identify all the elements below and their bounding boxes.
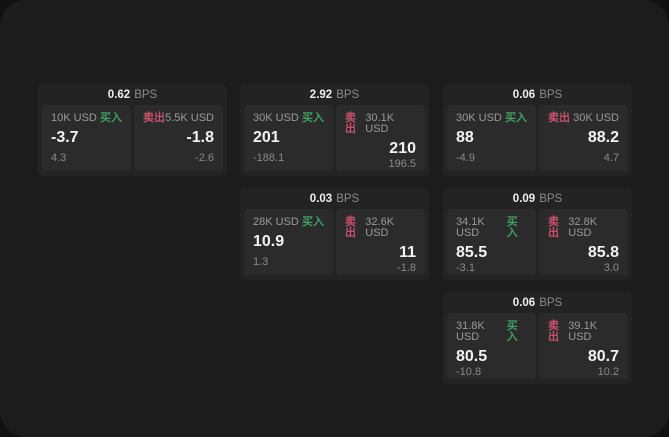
sell-size: 32.8K USD	[568, 216, 598, 239]
bps-value: 0.62	[107, 88, 131, 101]
sell-price: 11	[399, 244, 416, 261]
buy-price: 201	[253, 129, 280, 146]
sell-label: 卖出	[548, 320, 559, 343]
buy-label: 买入	[506, 216, 518, 239]
sell-size: 39.1K USD	[568, 320, 598, 343]
buy-price: 10.9	[253, 233, 285, 250]
buy-sub-value: 1.3	[253, 256, 269, 268]
bps-unit-label: BPS	[539, 88, 563, 101]
buy-tile[interactable]: 30K USD 买入 88 -4.9	[447, 105, 536, 171]
sell-price: 80.7	[587, 348, 619, 365]
buy-label: 买入	[505, 112, 527, 124]
card-header: 0.06 BPS	[443, 84, 632, 105]
card-header: 2.92 BPS	[240, 84, 429, 105]
sell-size: 5.5K USD	[165, 112, 214, 124]
sell-tile[interactable]: 卖出 32.6K USD 11 -1.8	[336, 209, 425, 275]
sell-price: -1.8	[186, 129, 214, 146]
buy-sub-value: -4.9	[456, 152, 475, 164]
sell-tile[interactable]: 卖出 5.5K USD -1.8 -2.6	[134, 105, 223, 171]
bps-unit-label: BPS	[336, 192, 360, 205]
quote-card: 0.03 BPS 28K USD 买入 10.9 1.3 卖出 32.6K US…	[240, 188, 429, 280]
bps-unit-label: BPS	[336, 88, 360, 101]
buy-sub-value: 4.3	[51, 152, 67, 164]
bps-value: 0.09	[512, 192, 536, 205]
buy-tile[interactable]: 28K USD 买入 10.9 1.3	[244, 209, 333, 275]
bps-value: 0.06	[512, 296, 536, 309]
buy-sub-value: -188.1	[253, 152, 285, 164]
quote-tiles: 34.1K USD 买入 85.5 -3.1 卖出 32.8K USD 85.8…	[443, 209, 632, 275]
sell-size: 30.1K USD	[365, 112, 395, 135]
buy-label: 买入	[506, 320, 518, 343]
bps-unit-label: BPS	[539, 296, 563, 309]
sell-sub-value: 4.7	[603, 152, 619, 164]
quote-tiles: 31.8K USD 买入 80.5 -10.8 卖出 39.1K USD 80.…	[443, 313, 632, 379]
bps-value: 0.06	[512, 88, 536, 101]
quote-card: 2.92 BPS 30K USD 买入 201 -188.1 卖出 30.1K …	[240, 84, 429, 176]
sell-label: 卖出	[548, 112, 570, 124]
sell-sub-value: 3.0	[603, 262, 619, 274]
buy-size: 34.1K USD	[456, 216, 485, 239]
buy-size: 31.8K USD	[456, 320, 485, 343]
card-header: 0.62 BPS	[38, 84, 227, 105]
sell-sub-value: 196.5	[388, 158, 416, 170]
sell-tile[interactable]: 卖出 30K USD 88.2 4.7	[539, 105, 628, 171]
buy-sub-value: -10.8	[456, 366, 482, 378]
sell-size: 32.6K USD	[365, 216, 395, 239]
buy-size: 10K USD	[51, 112, 97, 124]
sell-label: 卖出	[345, 112, 356, 135]
bps-unit-label: BPS	[134, 88, 158, 101]
sell-size: 30K USD	[573, 112, 619, 124]
sell-tile[interactable]: 卖出 32.8K USD 85.8 3.0	[539, 209, 628, 275]
buy-label: 买入	[302, 112, 324, 124]
sell-sub-value: 10.2	[597, 366, 619, 378]
sell-sub-value: -1.8	[397, 262, 416, 274]
quote-card: 0.09 BPS 34.1K USD 买入 85.5 -3.1 卖出 32.8K…	[443, 188, 632, 280]
bps-value: 0.03	[309, 192, 333, 205]
buy-label: 买入	[100, 112, 122, 124]
buy-tile[interactable]: 30K USD 买入 201 -188.1	[244, 105, 333, 171]
card-header: 0.06 BPS	[443, 292, 632, 313]
card-header: 0.03 BPS	[240, 188, 429, 209]
bps-unit-label: BPS	[539, 192, 563, 205]
buy-price: 88	[456, 129, 474, 146]
buy-tile[interactable]: 34.1K USD 买入 85.5 -3.1	[447, 209, 536, 275]
sell-label: 卖出	[548, 216, 559, 239]
buy-sub-value: -3.1	[456, 262, 475, 274]
buy-label: 买入	[302, 216, 324, 228]
sell-label: 卖出	[143, 112, 165, 124]
sell-tile[interactable]: 卖出 30.1K USD 210 196.5	[336, 105, 425, 171]
quote-tiles: 30K USD 买入 201 -188.1 卖出 30.1K USD 210 1…	[240, 105, 429, 171]
quote-tiles: 28K USD 买入 10.9 1.3 卖出 32.6K USD 11 -1.8	[240, 209, 429, 275]
sell-price: 210	[389, 140, 416, 157]
buy-size: 30K USD	[253, 112, 299, 124]
sell-price: 85.8	[587, 244, 619, 261]
sell-price: 88.2	[587, 129, 619, 146]
quote-card: 0.62 BPS 10K USD 买入 -3.7 4.3 卖出 5.5K USD…	[38, 84, 227, 176]
card-header: 0.09 BPS	[443, 188, 632, 209]
sell-tile[interactable]: 卖出 39.1K USD 80.7 10.2	[539, 313, 628, 379]
quote-card: 0.06 BPS 31.8K USD 买入 80.5 -10.8 卖出 39.1…	[443, 292, 632, 384]
quote-tiles: 30K USD 买入 88 -4.9 卖出 30K USD 88.2 4.7	[443, 105, 632, 171]
quote-card: 0.06 BPS 30K USD 买入 88 -4.9 卖出 30K USD 8…	[443, 84, 632, 176]
buy-size: 30K USD	[456, 112, 502, 124]
buy-size: 28K USD	[253, 216, 299, 228]
bps-value: 2.92	[309, 88, 333, 101]
sell-label: 卖出	[345, 216, 356, 239]
buy-tile[interactable]: 31.8K USD 买入 80.5 -10.8	[447, 313, 536, 379]
buy-price: 85.5	[456, 244, 488, 261]
buy-tile[interactable]: 10K USD 买入 -3.7 4.3	[42, 105, 131, 171]
quote-tiles: 10K USD 买入 -3.7 4.3 卖出 5.5K USD -1.8 -2.…	[38, 105, 227, 171]
buy-price: -3.7	[51, 129, 79, 146]
buy-price: 80.5	[456, 348, 488, 365]
sell-sub-value: -2.6	[195, 152, 214, 164]
